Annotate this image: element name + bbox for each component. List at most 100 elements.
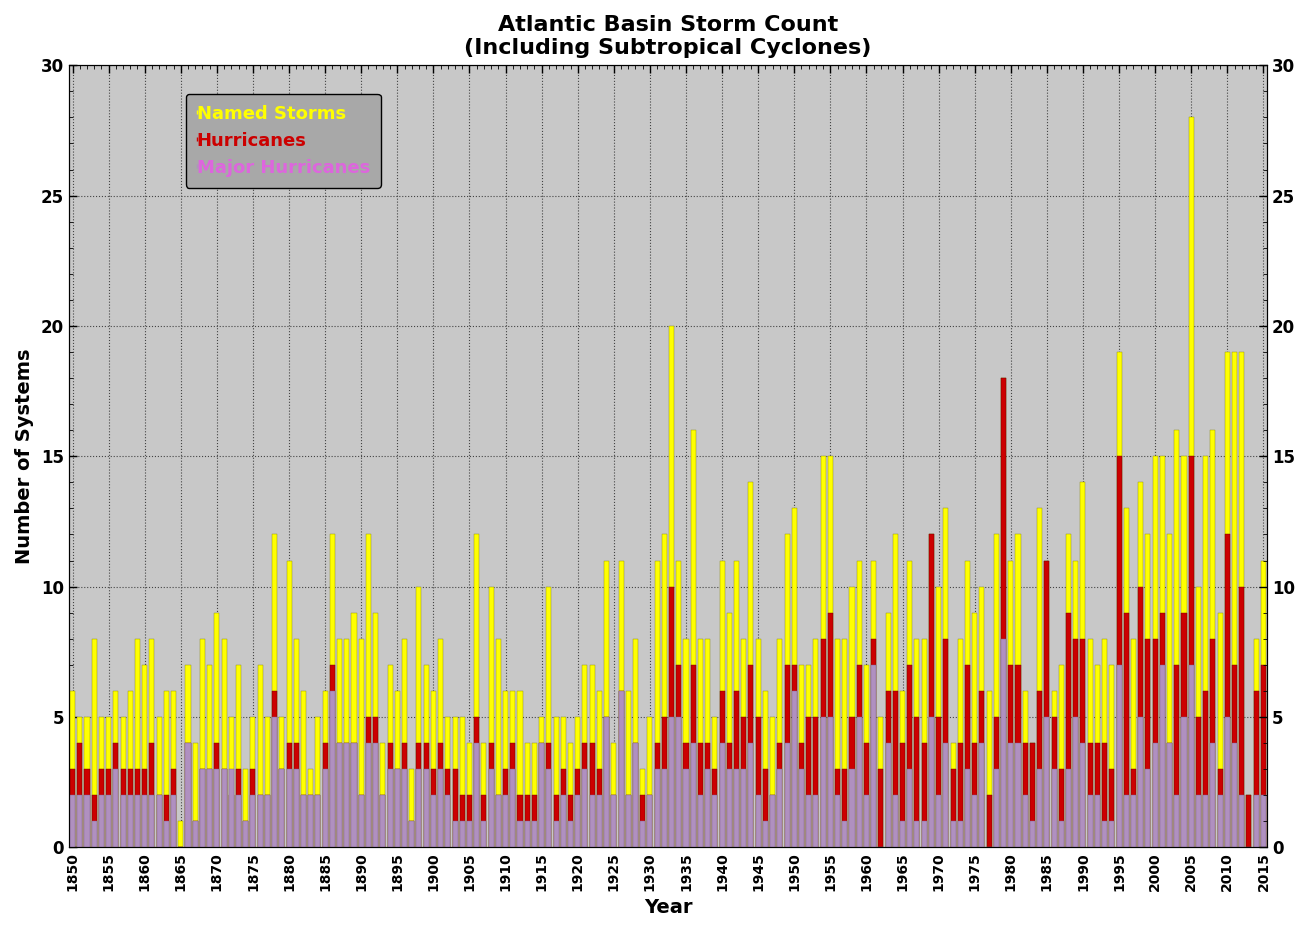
Bar — [583, 743, 587, 847]
Bar — [951, 769, 955, 847]
Bar — [647, 717, 652, 847]
Bar — [157, 795, 161, 847]
Bar — [1174, 795, 1179, 847]
Bar — [1174, 665, 1179, 847]
Bar — [322, 743, 328, 847]
Bar — [1131, 769, 1136, 847]
Bar — [863, 795, 869, 847]
Bar — [908, 769, 912, 847]
Bar — [705, 743, 710, 847]
Bar — [893, 691, 897, 847]
Bar — [569, 743, 572, 847]
Bar — [489, 586, 494, 847]
Bar — [1239, 586, 1244, 847]
Bar — [554, 717, 558, 847]
Bar — [186, 743, 190, 847]
Bar — [143, 665, 147, 847]
Bar — [1203, 795, 1208, 847]
Bar — [1038, 769, 1043, 847]
Bar — [409, 769, 414, 847]
Bar — [272, 691, 278, 847]
Bar — [713, 795, 718, 847]
Bar — [293, 769, 299, 847]
Bar — [951, 821, 955, 847]
Bar — [215, 743, 219, 847]
Bar — [417, 743, 422, 847]
Bar — [402, 743, 407, 847]
Bar — [322, 769, 328, 847]
Bar — [879, 717, 883, 847]
Bar — [994, 717, 1000, 847]
Bar — [986, 691, 992, 847]
Bar — [460, 795, 465, 847]
Bar — [114, 691, 118, 847]
Bar — [676, 560, 681, 847]
Bar — [972, 612, 977, 847]
Bar — [258, 665, 263, 847]
Bar — [394, 769, 400, 847]
Bar — [525, 795, 529, 847]
Bar — [503, 769, 508, 847]
Bar — [727, 612, 732, 847]
Bar — [92, 821, 97, 847]
Bar — [106, 717, 111, 847]
Bar — [308, 769, 313, 847]
Bar — [748, 483, 753, 847]
Bar — [662, 717, 667, 847]
Bar — [871, 665, 876, 847]
Bar — [641, 795, 646, 847]
Bar — [316, 717, 321, 847]
Bar — [172, 795, 176, 847]
Bar — [351, 743, 356, 847]
Bar — [540, 743, 544, 847]
Bar — [438, 769, 443, 847]
Bar — [669, 717, 675, 847]
Bar — [1153, 743, 1158, 847]
Bar — [1087, 743, 1093, 847]
Bar — [373, 612, 379, 847]
Bar — [496, 795, 500, 847]
Bar — [741, 638, 747, 847]
Bar — [402, 769, 407, 847]
Bar — [322, 691, 328, 847]
Bar — [316, 795, 321, 847]
Bar — [417, 769, 422, 847]
Bar — [98, 769, 103, 847]
Bar — [842, 821, 848, 847]
Bar — [986, 795, 992, 847]
Bar — [943, 743, 948, 847]
Bar — [958, 638, 963, 847]
Bar — [525, 821, 529, 847]
Bar — [1073, 560, 1078, 847]
Bar — [445, 717, 451, 847]
Bar — [641, 769, 646, 847]
Bar — [1145, 638, 1150, 847]
Bar — [863, 743, 869, 847]
Bar — [287, 743, 292, 847]
Bar — [121, 795, 126, 847]
Bar — [799, 743, 804, 847]
Bar — [1159, 457, 1165, 847]
Bar — [200, 769, 204, 847]
Bar — [762, 821, 768, 847]
Bar — [575, 795, 580, 847]
Bar — [1001, 378, 1006, 847]
Bar — [186, 743, 190, 847]
Bar — [929, 534, 934, 847]
Bar — [849, 769, 854, 847]
Bar — [914, 717, 920, 847]
Bar — [965, 665, 969, 847]
Bar — [914, 638, 920, 847]
Bar — [229, 717, 234, 847]
Bar — [777, 638, 782, 847]
Bar — [503, 795, 508, 847]
Bar — [1038, 691, 1043, 847]
Bar — [359, 795, 364, 847]
Bar — [121, 717, 126, 847]
Bar — [734, 560, 739, 847]
Bar — [106, 795, 111, 847]
Bar — [618, 560, 624, 847]
Bar — [1210, 431, 1216, 847]
Bar — [980, 691, 984, 847]
Bar — [618, 691, 624, 847]
